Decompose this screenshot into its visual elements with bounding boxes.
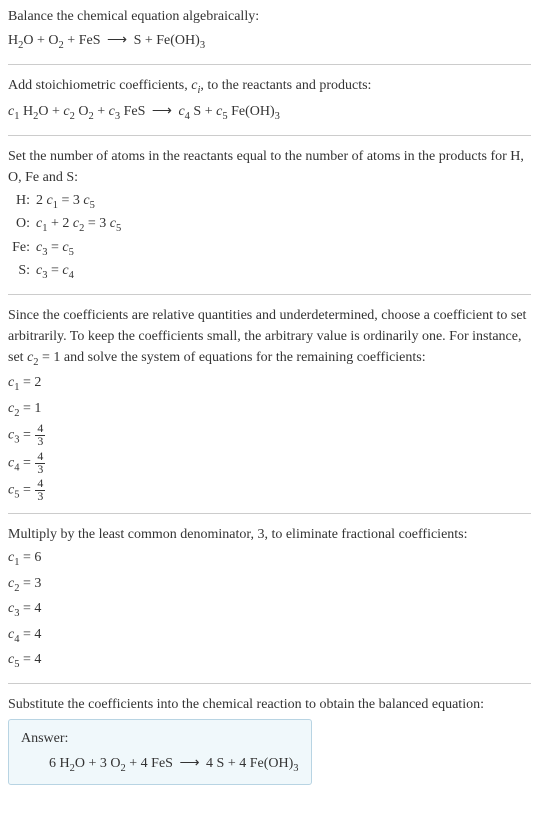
arrow-icon: ⟶ [107, 33, 127, 48]
stoich-section: Add stoichiometric coefficients, ci, to … [8, 75, 531, 125]
term: H2O [8, 33, 34, 48]
atom-row: H: 2 c1 = 3 c5 [8, 190, 531, 214]
stoich-equation: c1 H2O + c2 O2 + c3 FeS ⟶ c4 S + c5 Fe(O… [8, 101, 531, 125]
term: S [134, 33, 142, 48]
atom-equation: c3 = c5 [36, 237, 74, 261]
final-text: Substitute the coefficients into the che… [8, 694, 531, 715]
atoms-intro: Set the number of atoms in the reactants… [8, 146, 531, 188]
atom-row: Fe: c3 = c5 [8, 237, 531, 261]
element-label: S: [8, 260, 36, 281]
atom-equation: 2 c1 = 3 c5 [36, 190, 95, 214]
coeff-line: c2 = 3 [8, 573, 531, 597]
intro-text: Balance the chemical equation algebraica… [8, 6, 531, 27]
arbitrary-section: Since the coefficients are relative quan… [8, 305, 531, 503]
coeff-line: c4 = 43 [8, 451, 531, 476]
intro-equation: H2O + O2 + FeS ⟶ S + Fe(OH)3 [8, 30, 531, 54]
intro-section: Balance the chemical equation algebraica… [8, 6, 531, 54]
multiply-section: Multiply by the least common denominator… [8, 524, 531, 673]
atom-equations: H: 2 c1 = 3 c5 O: c1 + 2 c2 = 3 c5 Fe: c… [8, 190, 531, 284]
coeff-line: c3 = 43 [8, 423, 531, 448]
coeff-line: c5 = 4 [8, 649, 531, 673]
coeff-line: c4 = 4 [8, 624, 531, 648]
arrow-icon: ⟶ [152, 104, 172, 119]
coeff-line: c1 = 2 [8, 372, 531, 396]
arrow-icon: ⟶ [179, 756, 199, 771]
coeff-line: c1 = 6 [8, 547, 531, 571]
coeff-line: c3 = 4 [8, 598, 531, 622]
coeff-line: c2 = 1 [8, 398, 531, 422]
multiply-text: Multiply by the least common denominator… [8, 524, 531, 545]
term: FeS [79, 33, 101, 48]
answer-label: Answer: [21, 728, 299, 749]
divider [8, 513, 531, 514]
divider [8, 683, 531, 684]
term: Fe(OH)3 [156, 33, 205, 48]
divider [8, 135, 531, 136]
element-label: O: [8, 213, 36, 234]
stoich-text: Add stoichiometric coefficients, ci, to … [8, 75, 531, 99]
atom-row: O: c1 + 2 c2 = 3 c5 [8, 213, 531, 237]
divider [8, 64, 531, 65]
coeff-line: c5 = 43 [8, 478, 531, 503]
atom-equation: c1 + 2 c2 = 3 c5 [36, 213, 121, 237]
answer-box: Answer: 6 H2O + 3 O2 + 4 FeS ⟶ 4 S + 4 F… [8, 719, 312, 786]
term: O2 [48, 33, 63, 48]
arbitrary-text: Since the coefficients are relative quan… [8, 305, 531, 371]
element-label: Fe: [8, 237, 36, 258]
atom-equation: c3 = c4 [36, 260, 74, 284]
answer-equation: 6 H2O + 3 O2 + 4 FeS ⟶ 4 S + 4 Fe(OH)3 [21, 753, 299, 777]
divider [8, 294, 531, 295]
final-section: Substitute the coefficients into the che… [8, 694, 531, 786]
atom-row: S: c3 = c4 [8, 260, 531, 284]
element-label: H: [8, 190, 36, 211]
atoms-section: Set the number of atoms in the reactants… [8, 146, 531, 284]
